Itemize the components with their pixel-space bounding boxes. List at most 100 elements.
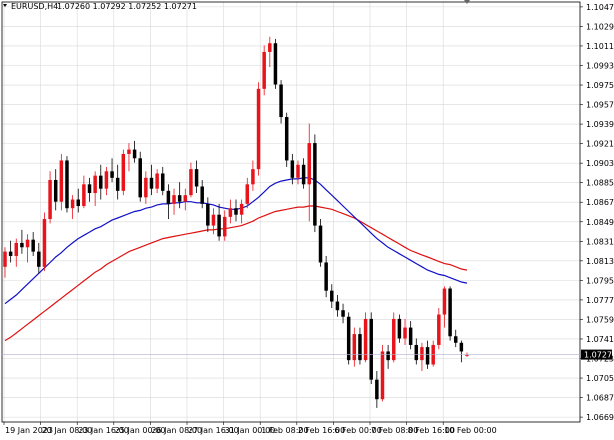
candle-body	[459, 342, 464, 352]
y-tick-label: 1.07055	[586, 374, 614, 383]
candle-body	[307, 143, 311, 185]
x-tick-label: 23 Jan 16:00	[78, 426, 129, 435]
y-tick-label: 1.07775	[586, 296, 614, 305]
x-tick-label: 1 Feb 08:00	[261, 426, 308, 435]
candle-body	[48, 179, 52, 220]
grid	[2, 2, 580, 422]
candle-body	[279, 84, 283, 118]
candle-body	[70, 199, 75, 209]
y-tick-label: 1.10115	[586, 42, 614, 51]
y-tick-label: 1.08315	[586, 237, 614, 246]
candle-body	[206, 203, 210, 226]
y-tick-label: 1.06875	[586, 394, 614, 403]
candle-body	[127, 149, 131, 154]
candle-body	[222, 216, 227, 237]
candle-body	[386, 351, 390, 361]
ohlc-label: 1.07260 1.07292 1.07252 1.07271	[57, 2, 197, 11]
candle-body	[110, 171, 114, 178]
candle-body	[14, 242, 19, 256]
candle-body	[403, 327, 407, 339]
candle-body	[37, 251, 41, 267]
y-tick-label: 1.07415	[586, 335, 614, 344]
chart-dropdown-icon[interactable]	[3, 4, 7, 7]
candle-body	[341, 310, 345, 317]
candle-body	[53, 179, 58, 202]
candle-body	[330, 290, 334, 302]
candle-body	[465, 354, 469, 356]
candle-body	[318, 225, 323, 263]
candle-body	[20, 242, 24, 248]
candle-body	[138, 158, 142, 198]
candle-body	[448, 288, 452, 337]
candle-body	[290, 160, 295, 178]
x-tick-label: 27 Jan 16:00	[188, 426, 239, 435]
y-tick-label: 1.10475	[586, 3, 614, 12]
candle-body	[87, 184, 92, 194]
candle-body	[200, 186, 204, 204]
current-price-box	[581, 349, 612, 360]
candle-body	[104, 171, 109, 189]
candles	[3, 36, 469, 408]
candle-body	[296, 164, 300, 178]
y-tick-label: 1.08495	[586, 218, 614, 227]
y-tick-label: 1.08855	[586, 179, 614, 188]
candle-body	[346, 316, 351, 361]
candle-body	[425, 347, 430, 365]
candle-body	[155, 173, 159, 189]
x-tick-label: 6 Feb 00:00	[334, 426, 381, 435]
scroll-marker-icon[interactable]	[464, 0, 470, 4]
y-tick-label: 1.09935	[586, 61, 614, 70]
y-tick-label: 1.08675	[586, 198, 614, 207]
y-tick-label: 1.09755	[586, 81, 614, 90]
y-tick-label: 1.09395	[586, 120, 614, 129]
candle-body	[352, 334, 357, 361]
chart-header: EURUSD,H4 1.07260 1.07292 1.07252 1.0727…	[3, 0, 470, 11]
candle-body	[115, 177, 120, 191]
y-tick-label: 1.07955	[586, 276, 614, 285]
candle-body	[217, 214, 221, 237]
x-tick-label: 2 Feb 16:00	[298, 426, 345, 435]
candle-body	[442, 288, 447, 315]
candle-body	[149, 177, 154, 189]
candle-body	[453, 336, 458, 343]
candle-body	[172, 195, 176, 204]
candle-body	[284, 117, 289, 161]
candle-body	[414, 344, 419, 361]
y-tick-label: 1.06695	[586, 413, 614, 422]
candle-body	[65, 160, 69, 209]
candle-body	[166, 190, 171, 204]
candle-body	[408, 327, 413, 345]
candle-body	[194, 169, 199, 187]
candle-body	[256, 88, 261, 170]
candle-body	[82, 184, 86, 207]
candle-body	[42, 219, 47, 267]
candle-body	[363, 318, 368, 361]
candle-body	[251, 169, 255, 185]
x-tick-label: 7 Feb 08:00	[371, 426, 418, 435]
candle-body	[245, 184, 250, 204]
candle-body	[177, 195, 182, 202]
y-tick-label: 1.09215	[586, 140, 614, 149]
candle-body	[335, 301, 340, 311]
y-tick-label: 1.10295	[586, 22, 614, 31]
candle-body	[234, 208, 238, 215]
candle-body	[420, 347, 424, 361]
chart-frame	[1, 1, 581, 423]
x-tick-label: 25 Jan 00:00	[115, 426, 166, 435]
candle-body	[3, 251, 7, 267]
x-tick-label: 10 Feb 00:00	[444, 426, 496, 435]
candle-body	[313, 143, 317, 226]
candle-body	[239, 203, 244, 215]
y-tick-label: 1.09035	[586, 159, 614, 168]
candle-body	[301, 164, 306, 185]
symbol-label: EURUSD,H4	[11, 2, 58, 11]
candle-body	[358, 334, 362, 361]
candle-body	[121, 153, 126, 191]
candle-body	[25, 239, 30, 248]
candle-body	[93, 175, 97, 194]
candle-body	[273, 43, 278, 85]
